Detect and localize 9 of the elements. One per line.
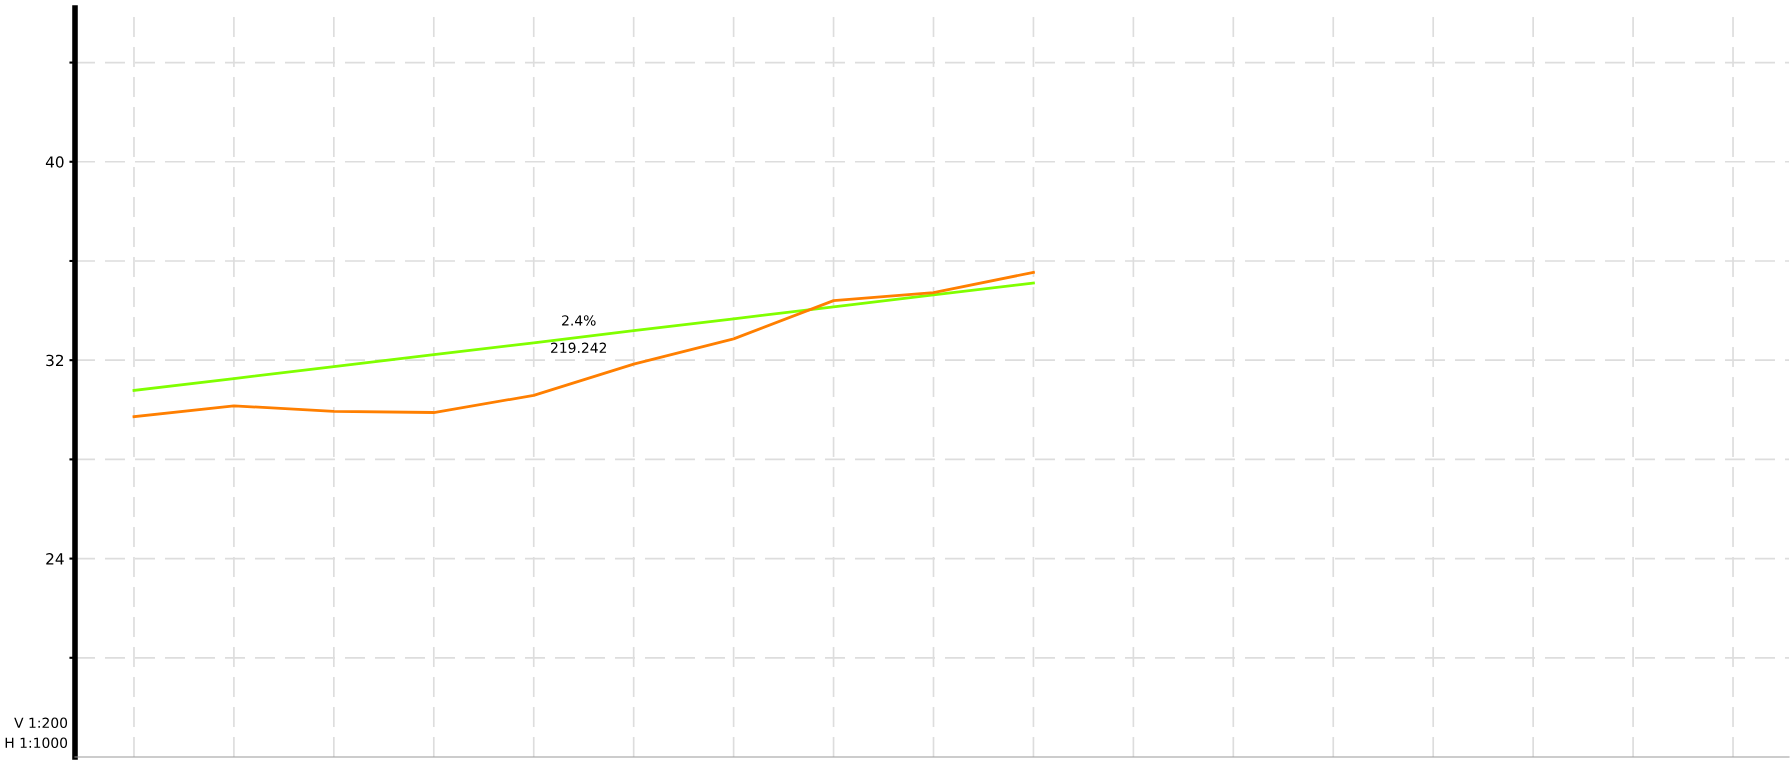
line-series — [132, 281, 1035, 392]
text: H 1:1000 — [5, 737, 68, 749]
y-tick-label: 40 — [45, 156, 64, 168]
y-tick-label: 24 — [46, 553, 64, 565]
annotation: 219.242 — [551, 342, 607, 354]
y-tick-label: 32 — [46, 354, 64, 367]
line-series — [132, 270, 1035, 419]
text: V 1:200 — [14, 717, 68, 729]
annotation: 2.4% — [562, 315, 596, 326]
